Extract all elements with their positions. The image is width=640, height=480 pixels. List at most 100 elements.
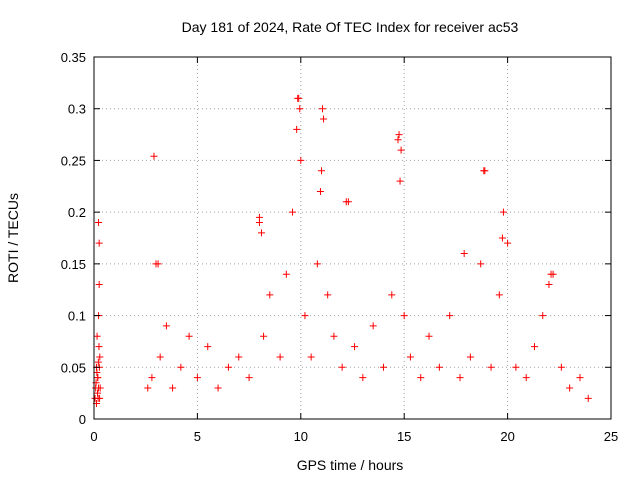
data-point xyxy=(557,363,565,371)
data-point xyxy=(397,146,405,154)
data-point xyxy=(395,131,403,139)
data-point xyxy=(245,374,253,382)
data-point xyxy=(498,234,506,242)
data-point xyxy=(446,312,454,320)
data-point xyxy=(185,332,193,340)
data-point xyxy=(342,198,350,206)
data-point xyxy=(95,218,103,226)
data-point xyxy=(96,394,104,402)
axis-ticks: 0 0.05 0.1 0.15 0.2 0.25 0.3 0.35 0 5 10 15 20 25 xyxy=(61,50,619,444)
data-point xyxy=(150,152,158,160)
data-point xyxy=(406,353,414,361)
data-point xyxy=(566,384,574,392)
data-point xyxy=(480,167,488,175)
data-point xyxy=(224,363,232,371)
data-point xyxy=(144,384,152,392)
data-point xyxy=(539,312,547,320)
data-point xyxy=(319,105,327,113)
data-point xyxy=(316,187,324,195)
data-point xyxy=(95,343,103,351)
x-tick-label: 5 xyxy=(194,429,201,444)
y-tick-label: 0.35 xyxy=(61,50,86,65)
data-point xyxy=(320,115,328,123)
y-axis-title: ROTI / TECUs xyxy=(5,193,21,283)
data-point xyxy=(282,270,290,278)
data-point xyxy=(95,384,103,392)
data-point xyxy=(549,270,557,278)
data-point xyxy=(162,322,170,330)
data-point xyxy=(417,374,425,382)
data-point xyxy=(94,374,102,382)
data-point xyxy=(307,353,315,361)
y-tick-label: 0.15 xyxy=(61,257,86,272)
data-point xyxy=(396,177,404,185)
y-tick-label: 0.3 xyxy=(68,102,86,117)
x-tick-label: 15 xyxy=(397,429,411,444)
plot-frame xyxy=(93,56,612,420)
data-point xyxy=(96,353,104,361)
data-point xyxy=(338,363,346,371)
data-point xyxy=(380,363,388,371)
x-tick-label: 0 xyxy=(90,429,97,444)
data-point xyxy=(255,213,263,221)
y-tick-label: 0.1 xyxy=(68,309,86,324)
data-point xyxy=(204,343,212,351)
data-point xyxy=(214,384,222,392)
data-point xyxy=(388,291,396,299)
data-point xyxy=(460,250,468,258)
data-point xyxy=(148,374,156,382)
x-tick-label: 10 xyxy=(294,429,308,444)
data-point xyxy=(293,125,301,133)
data-point xyxy=(522,374,530,382)
data-point xyxy=(495,291,503,299)
data-point xyxy=(499,208,507,216)
data-point xyxy=(504,239,512,247)
data-point xyxy=(235,353,243,361)
chart-title: Day 181 of 2024, Rate Of TEC Index for r… xyxy=(182,19,519,35)
data-point xyxy=(425,332,433,340)
grid xyxy=(94,57,611,419)
y-tick-label: 0.05 xyxy=(61,360,86,375)
data-point xyxy=(313,260,321,268)
data-point xyxy=(154,260,162,268)
data-point xyxy=(317,167,325,175)
data-point xyxy=(351,343,359,351)
data-point xyxy=(369,322,377,330)
x-tick-label: 20 xyxy=(500,429,514,444)
data-point xyxy=(177,363,185,371)
data-point xyxy=(359,374,367,382)
data-point xyxy=(456,374,464,382)
data-point xyxy=(156,353,164,361)
data-point xyxy=(260,332,268,340)
data-point xyxy=(400,312,408,320)
data-point xyxy=(296,105,304,113)
data-point xyxy=(93,368,101,376)
data-point xyxy=(301,312,309,320)
data-point xyxy=(330,332,338,340)
data-point xyxy=(530,343,538,351)
data-point xyxy=(477,260,485,268)
data-point xyxy=(289,208,297,216)
data-point xyxy=(487,363,495,371)
data-point xyxy=(512,363,520,371)
data-point xyxy=(466,353,474,361)
data-point xyxy=(294,94,302,102)
y-tick-label: 0 xyxy=(79,412,86,427)
data-point xyxy=(584,394,592,402)
data-points xyxy=(91,94,592,407)
data-point xyxy=(94,389,102,397)
data-point xyxy=(94,358,102,366)
data-point xyxy=(435,363,443,371)
data-point xyxy=(394,136,402,144)
data-point xyxy=(93,332,101,340)
data-point xyxy=(95,281,103,289)
x-axis-title: GPS time / hours xyxy=(297,457,404,473)
data-point xyxy=(169,384,177,392)
data-point xyxy=(576,374,584,382)
y-tick-label: 0.2 xyxy=(68,205,86,220)
y-tick-label: 0.25 xyxy=(61,153,86,168)
data-point xyxy=(258,229,266,237)
data-point xyxy=(545,281,553,289)
